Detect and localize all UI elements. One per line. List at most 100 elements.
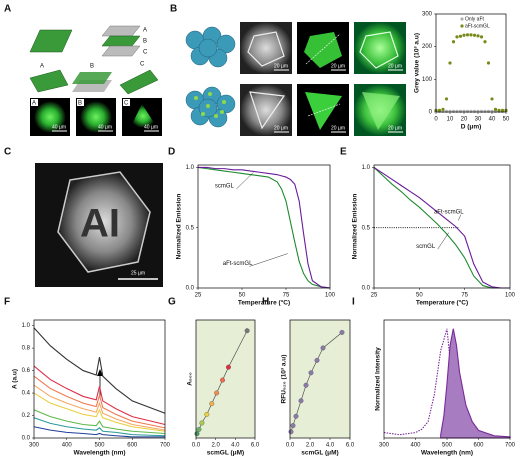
data-point [448, 109, 452, 113]
data-point [486, 61, 491, 65]
x-tick-label: 50 [503, 117, 510, 123]
panel-label: B [170, 4, 177, 15]
plot-frame [197, 164, 331, 289]
y-tick-label: 200 [422, 44, 433, 50]
series-line [440, 328, 511, 439]
data-point [290, 423, 296, 429]
x-tick-label: 4.0 [231, 443, 240, 449]
data-point [469, 33, 473, 37]
panel-label: I [352, 297, 355, 308]
series-line [33, 392, 166, 432]
x-tick-label: 300 [379, 443, 390, 449]
series-annotation: aFt-scmGL [223, 261, 253, 267]
stack-label: B [143, 39, 147, 45]
series-annotation: scmGL [416, 244, 436, 250]
x-tick-label: 75 [283, 293, 290, 299]
x-axis-label: Wavelength (nm) [421, 450, 473, 457]
x-tick-label: 25 [195, 293, 202, 299]
annotation-leader [458, 214, 461, 221]
plane [101, 35, 141, 47]
x-tick-label: 4.0 [326, 443, 335, 449]
y-axis-label: A₅₀₀ [187, 372, 194, 386]
series-line [197, 166, 331, 289]
micrograph: A 40 µm [30, 98, 70, 136]
plane [119, 69, 159, 95]
data-point [500, 108, 505, 112]
micrograph: B 40 µm [76, 98, 116, 136]
plot-frame [289, 319, 351, 439]
x-tick-label: 100 [505, 293, 516, 299]
data-point [444, 97, 449, 101]
data-point [462, 33, 466, 37]
y-axis-label: Grey value (10³ a.u) [414, 33, 421, 93]
data-point [214, 390, 220, 396]
data-point [483, 40, 487, 44]
y-tick-label: 0.6 [22, 368, 31, 374]
plot-background [290, 320, 350, 438]
data-point [451, 109, 456, 113]
legend-label: aFt-scmGL [465, 23, 490, 29]
data-point [476, 109, 480, 113]
data-point [472, 33, 477, 37]
data-point [303, 382, 309, 388]
series-annotation: aFt-scmGL [434, 209, 464, 215]
data-point [469, 109, 473, 113]
plot-frame [33, 319, 166, 439]
annotation-leader [236, 172, 254, 190]
y-tick-label: 0.4 [22, 391, 31, 397]
data-point [204, 411, 210, 417]
series-line [373, 167, 510, 289]
y-axis-label: Normalized Emission [176, 194, 183, 260]
y-tick-label: 300 [422, 12, 433, 18]
x-tick-label: 40 [489, 117, 496, 123]
x-tick-label: 0.0 [192, 443, 201, 449]
y-tick-label: 0.8 [22, 346, 31, 352]
y-tick-label: 0.5 [362, 225, 371, 231]
image-label: C [124, 101, 129, 107]
image-label: B [78, 101, 82, 107]
stack-label: C [143, 50, 148, 56]
panel-labels: A B C D E F G H I [4, 4, 355, 308]
data-point [476, 34, 480, 38]
scale-bar: 25 µm [131, 270, 145, 276]
data-point [444, 109, 449, 113]
x-tick-label: 500 [442, 443, 453, 449]
panel-label: F [4, 297, 10, 308]
scale-bar: 20 µm [331, 63, 345, 69]
series-annotation: scmGL [215, 183, 235, 189]
data-point [437, 108, 442, 112]
micrograph [240, 84, 292, 136]
data-point [465, 109, 470, 113]
y-tick-label: 0 [429, 110, 433, 116]
y-axis-label: A (a.u) [12, 369, 19, 389]
micrograph [297, 84, 349, 136]
data-point [209, 401, 215, 407]
plot-background [196, 320, 255, 438]
x-axis-label: D (μm) [461, 124, 482, 131]
y-tick-label: 1.0 [362, 165, 371, 171]
y-axis-label: Normalized Intensity [375, 347, 382, 411]
x-tick-label: 600 [473, 443, 484, 449]
panel-c: AI 25 µm [35, 163, 163, 287]
data-point [308, 370, 314, 376]
x-tick-label: 0.0 [286, 443, 295, 449]
scale-bar: 20 µm [331, 125, 345, 131]
panel-label: G [168, 297, 176, 308]
series-line [33, 409, 166, 435]
x-axis-label: Temperature (°C) [416, 299, 468, 307]
x-tick-label: 10 [447, 117, 454, 123]
plane [72, 72, 112, 84]
x-tick-label: 2.0 [211, 443, 220, 449]
y-tick-label: 1.0 [22, 323, 31, 329]
scale-bar: 20 µm [388, 63, 402, 69]
x-tick-label: 400 [62, 443, 73, 449]
panel-b: 20 µm 20 µm 20 µm 20 µm 20 µm 20 µm [185, 22, 406, 136]
plane [29, 69, 69, 93]
plane-label: C [140, 62, 145, 68]
legend-marker [460, 24, 464, 28]
data-point [483, 109, 487, 113]
x-tick-label: 50 [416, 293, 423, 299]
data-point [451, 40, 456, 44]
series-line [33, 365, 166, 426]
